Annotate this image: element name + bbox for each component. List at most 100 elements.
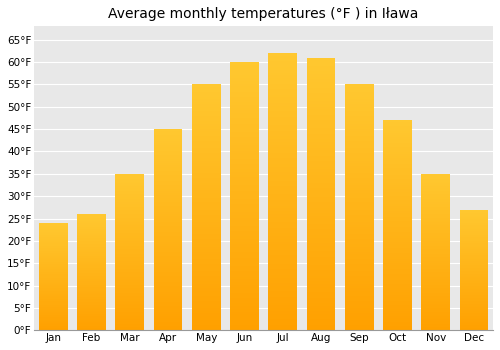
Bar bbox=[154, 258, 182, 260]
Bar bbox=[345, 175, 374, 178]
Bar bbox=[192, 146, 220, 148]
Bar bbox=[268, 197, 297, 200]
Bar bbox=[422, 188, 450, 189]
Bar bbox=[268, 153, 297, 156]
Bar bbox=[345, 200, 374, 202]
Bar bbox=[345, 119, 374, 121]
Bar bbox=[268, 125, 297, 128]
Bar bbox=[116, 289, 144, 291]
Bar bbox=[422, 298, 450, 299]
Bar bbox=[77, 214, 106, 215]
Bar bbox=[345, 247, 374, 249]
Bar bbox=[306, 270, 336, 273]
Bar bbox=[460, 256, 488, 257]
Bar bbox=[154, 145, 182, 147]
Bar bbox=[345, 264, 374, 266]
Bar bbox=[383, 297, 412, 299]
Bar bbox=[39, 269, 68, 270]
Bar bbox=[345, 190, 374, 192]
Bar bbox=[192, 232, 220, 234]
Bar bbox=[306, 150, 336, 153]
Bar bbox=[192, 274, 220, 276]
Bar bbox=[268, 64, 297, 67]
Bar bbox=[230, 156, 259, 159]
Bar bbox=[154, 276, 182, 278]
Bar bbox=[383, 318, 412, 320]
Bar bbox=[345, 318, 374, 321]
Bar bbox=[345, 212, 374, 215]
Bar bbox=[306, 90, 336, 93]
Bar bbox=[383, 265, 412, 267]
Bar bbox=[39, 232, 68, 233]
Bar bbox=[230, 183, 259, 186]
Bar bbox=[345, 237, 374, 239]
Bar bbox=[345, 99, 374, 102]
Bar bbox=[422, 293, 450, 294]
Bar bbox=[116, 246, 144, 247]
Bar bbox=[154, 216, 182, 218]
Bar bbox=[345, 315, 374, 318]
Bar bbox=[268, 81, 297, 84]
Bar bbox=[268, 172, 297, 175]
Bar bbox=[77, 326, 106, 327]
Bar bbox=[77, 238, 106, 240]
Bar bbox=[154, 226, 182, 228]
Bar bbox=[192, 281, 220, 284]
Bar bbox=[77, 298, 106, 299]
Bar bbox=[422, 194, 450, 196]
Bar bbox=[422, 251, 450, 252]
Bar bbox=[345, 89, 374, 92]
Bar bbox=[422, 310, 450, 312]
Bar bbox=[460, 300, 488, 301]
Bar bbox=[230, 226, 259, 228]
Bar bbox=[422, 232, 450, 233]
Bar bbox=[77, 309, 106, 310]
Bar bbox=[230, 191, 259, 194]
Bar bbox=[383, 212, 412, 215]
Bar bbox=[422, 269, 450, 271]
Bar bbox=[192, 244, 220, 247]
Bar bbox=[460, 306, 488, 307]
Bar bbox=[306, 243, 336, 246]
Bar bbox=[230, 258, 259, 260]
Bar bbox=[345, 323, 374, 326]
Bar bbox=[383, 320, 412, 322]
Bar bbox=[383, 164, 412, 166]
Bar bbox=[154, 141, 182, 143]
Bar bbox=[116, 201, 144, 202]
Bar bbox=[230, 290, 259, 293]
Bar bbox=[192, 139, 220, 141]
Bar bbox=[422, 286, 450, 288]
Bar bbox=[306, 142, 336, 145]
Bar bbox=[77, 256, 106, 257]
Bar bbox=[460, 272, 488, 274]
Bar bbox=[422, 239, 450, 241]
Bar bbox=[77, 316, 106, 317]
Bar bbox=[77, 245, 106, 247]
Bar bbox=[345, 261, 374, 264]
Bar bbox=[460, 317, 488, 318]
Bar bbox=[460, 289, 488, 290]
Bar bbox=[154, 232, 182, 234]
Bar bbox=[230, 140, 259, 142]
Bar bbox=[383, 322, 412, 324]
Bar bbox=[77, 223, 106, 224]
Bar bbox=[116, 206, 144, 208]
Bar bbox=[230, 108, 259, 110]
Bar bbox=[192, 323, 220, 326]
Bar bbox=[77, 215, 106, 216]
Bar bbox=[460, 217, 488, 218]
Bar bbox=[422, 301, 450, 302]
Bar bbox=[116, 275, 144, 277]
Bar bbox=[77, 285, 106, 286]
Bar bbox=[306, 284, 336, 287]
Bar bbox=[39, 282, 68, 283]
Bar bbox=[306, 325, 336, 328]
Bar bbox=[154, 274, 182, 276]
Bar bbox=[39, 245, 68, 247]
Bar bbox=[77, 329, 106, 330]
Bar bbox=[39, 311, 68, 312]
Bar bbox=[39, 263, 68, 264]
Bar bbox=[116, 282, 144, 284]
Bar bbox=[345, 141, 374, 144]
